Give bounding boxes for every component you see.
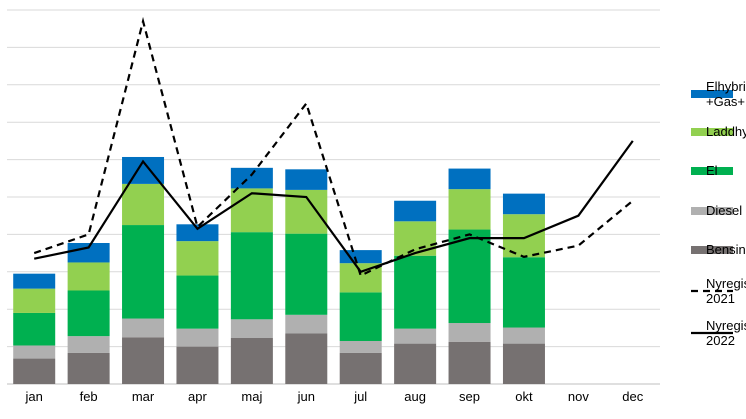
bar-segment-jul-series-4 [339,250,382,264]
line-series [33,16,634,278]
bar-segment-jun-series-2 [285,233,328,315]
bar-segment-maj-series-4 [230,167,273,189]
bar-segment-aug-series-3 [394,221,437,256]
legend-swatch-series-3 [691,128,733,136]
legend-label: Diesel [706,203,742,218]
bar-segment-okt-series-4 [502,193,545,215]
legend-label: El [706,163,718,178]
bar-segment-feb-series-2 [67,290,110,337]
bar-segment-mar-series-1 [122,318,165,338]
bar-segment-apr-series-1 [176,328,219,347]
bar-segment-jan-series-3 [13,288,56,313]
bar-segment-okt-series-1 [502,327,545,344]
bar-segment-apr-series-0 [176,346,219,384]
bar-segment-jan-series-1 [13,345,56,359]
legend-label: Nyregistreringar [706,276,746,291]
bar-segment-jul-series-0 [339,352,382,384]
bar-segment-jan-series-4 [13,273,56,289]
x-tick-label: jul [353,389,367,404]
bar-segment-aug-series-2 [394,255,437,329]
bar-segment-okt-series-0 [502,343,545,384]
legend-swatch-series-4 [691,90,733,98]
bar-segment-sep-series-1 [448,323,491,342]
x-axis-tick-labels: jan feb mar apr maj jun jul aug sep okt nov dec [25,389,644,404]
bar-segment-jul-series-1 [339,340,382,353]
legend-label: Laddhybrid [706,124,746,139]
bar-segment-jan-series-2 [13,312,56,346]
stacked-bars [13,156,545,384]
bar-segment-aug-series-0 [394,343,437,384]
bar-segment-mar-series-0 [122,337,165,384]
x-tick-label: nov [568,389,589,404]
bar-segment-maj-series-1 [230,319,273,338]
x-tick-label: apr [188,389,207,404]
x-tick-label: jan [25,389,43,404]
bar-segment-feb-series-0 [67,352,110,384]
legend-swatch-series-1 [691,207,733,215]
legend: Elhybrid+Gas+E85 Laddhybrid El Diesel Bensin… [691,79,746,348]
bar-segment-jun-series-1 [285,314,328,334]
x-tick-label: sep [459,389,480,404]
bar-segment-apr-series-2 [176,275,219,329]
bar-segment-jun-series-4 [285,169,328,190]
x-tick-label: dec [622,389,643,404]
legend-swatch-series-2 [691,167,733,175]
legend-label: Bensin [706,242,746,257]
bar-segment-apr-series-3 [176,241,219,276]
x-tick-label: jun [297,389,315,404]
bar-segment-maj-series-2 [230,232,273,320]
line-series-1 [33,140,634,274]
legend-swatch-series-0 [691,246,733,254]
x-tick-label: maj [241,389,262,404]
bar-segment-feb-series-4 [67,243,110,263]
bar-segment-sep-series-4 [448,168,491,190]
x-tick-label: feb [80,389,98,404]
bar-segment-okt-series-2 [502,257,545,328]
bar-segment-sep-series-0 [448,341,491,384]
legend-label: Elhybrid [706,79,746,94]
bar-segment-feb-series-1 [67,336,110,353]
bar-segment-aug-series-4 [394,200,437,222]
x-tick-label: aug [404,389,426,404]
legend-label: 2021 [706,291,735,306]
bar-segment-feb-series-3 [67,262,110,291]
bar-segment-sep-series-2 [448,229,491,324]
x-tick-label: okt [515,389,533,404]
bar-segment-sep-series-3 [448,189,491,230]
bar-segment-jul-series-2 [339,292,382,341]
bar-segment-aug-series-1 [394,328,437,344]
bar-segment-jan-series-0 [13,358,56,384]
bar-segment-mar-series-3 [122,183,165,226]
legend-label: 2022 [706,333,735,348]
legend-label: +Gas+E85 [706,94,746,109]
bar-segment-mar-series-2 [122,225,165,319]
bar-segment-maj-series-0 [230,337,273,384]
legend-label: Nyregistreringar [706,318,746,333]
bar-segment-apr-series-4 [176,224,219,242]
bar-segment-okt-series-3 [502,214,545,258]
bar-segment-jun-series-0 [285,333,328,384]
line-series-0 [33,16,634,278]
x-tick-label: mar [132,389,155,404]
bar-segment-maj-series-3 [230,188,273,233]
